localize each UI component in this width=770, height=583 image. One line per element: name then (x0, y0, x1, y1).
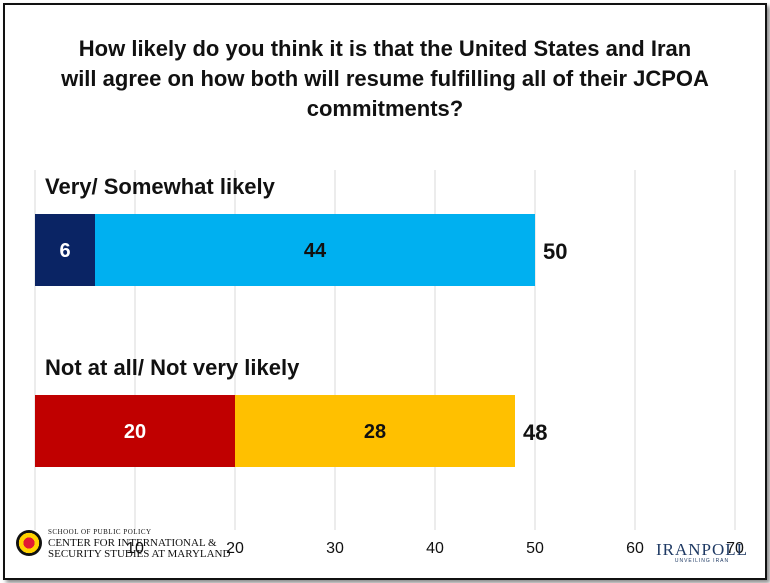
bar-segment (35, 214, 95, 286)
bar-total-label: 48 (523, 420, 547, 445)
bar-segment (95, 214, 535, 286)
x-tick-label: 30 (326, 540, 344, 557)
x-tick-label: 10 (126, 540, 144, 557)
x-tick-label: 20 (226, 540, 244, 557)
school-label: SCHOOL OF PUBLIC POLICY (48, 528, 152, 536)
bar-groups: Very/ Somewhat likely 6 44 50 Not at all/ No… (35, 174, 567, 467)
brand-label: IRANPOLL (655, 540, 749, 559)
bar-segment (35, 395, 235, 467)
tagline-label: UNVEILING IRAN (674, 558, 730, 564)
segment-value-label: 6 (59, 240, 70, 262)
umd-cissm-logo: SCHOOL OF PUBLIC POLICY CENTER FOR INTER… (16, 528, 256, 568)
chart-title: How likely do you think it is that the U… (61, 36, 709, 121)
category-label: Very/ Somewhat likely (45, 174, 276, 199)
category-label: Not at all/ Not very likely (45, 355, 300, 380)
x-tick-label: 50 (526, 540, 544, 557)
bar-segment (235, 395, 515, 467)
iranpoll-logo: IRANPOLL UNVEILING IRAN (652, 540, 752, 572)
x-tick-label: 60 (626, 540, 644, 557)
umd-seal-icon (16, 530, 42, 556)
segment-value-label: 20 (124, 421, 146, 443)
x-axis-ticks: 10 20 30 40 50 60 70 (126, 540, 744, 557)
bar-total-label: 50 (543, 239, 567, 264)
x-tick-label: 70 (726, 540, 744, 557)
slide-frame (3, 3, 767, 580)
segment-value-label: 44 (304, 240, 327, 262)
segment-value-label: 28 (364, 421, 386, 443)
x-tick-label: 40 (426, 540, 444, 557)
center-label: CENTER FOR INTERNATIONAL & SECURITY STUD… (48, 537, 231, 560)
